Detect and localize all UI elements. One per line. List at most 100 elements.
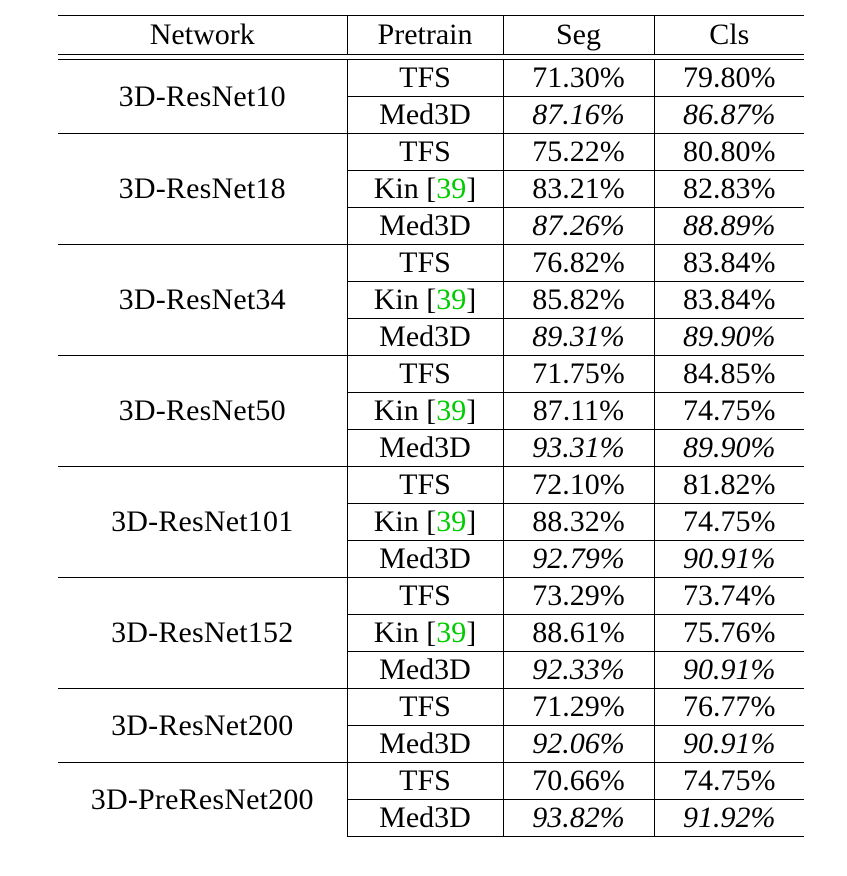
pretrain-cell: Kin [39] bbox=[346, 503, 503, 541]
pretrain-label: Med3D bbox=[379, 320, 471, 353]
pretrain-label: Med3D bbox=[379, 542, 471, 575]
pretrain-cell: Med3D bbox=[346, 96, 503, 134]
pretrain-cell: Med3D bbox=[346, 429, 503, 467]
pretrain-label: TFS bbox=[399, 135, 451, 168]
cls-value: 73.74% bbox=[653, 577, 804, 615]
pretrain-label: Med3D bbox=[379, 653, 471, 686]
pretrain-cell: TFS bbox=[346, 466, 503, 504]
cls-value: 90.91% bbox=[653, 540, 804, 578]
pretrain-cell: TFS bbox=[346, 577, 503, 615]
table-row: 3D-ResNet34 TFS 76.82% 83.84% bbox=[58, 244, 804, 356]
citation-link[interactable]: 39 bbox=[436, 394, 467, 427]
seg-value: 89.31% bbox=[502, 318, 654, 356]
cls-value: 86.87% bbox=[653, 96, 804, 134]
pretrain-label: TFS bbox=[399, 690, 451, 723]
citation-bracket: ] bbox=[466, 616, 477, 649]
network-name: 3D-ResNet18 bbox=[58, 133, 347, 245]
cls-value: 83.84% bbox=[653, 281, 804, 319]
pretrain-label: Med3D bbox=[379, 727, 471, 760]
cls-value: 83.84% bbox=[653, 244, 804, 282]
pretrain-cell: TFS bbox=[346, 688, 503, 726]
cls-value: 74.75% bbox=[653, 503, 804, 541]
citation-bracket: ] bbox=[466, 394, 477, 427]
table-header: Network Pretrain Seg Cls bbox=[58, 15, 804, 55]
citation-link[interactable]: 39 bbox=[436, 172, 467, 205]
network-group: 3D-ResNet200 TFS 71.29% 76.77% Med3D 92.06% 90… bbox=[58, 688, 804, 763]
seg-value: 72.10% bbox=[502, 466, 654, 504]
pretrain-cell: Kin [39] bbox=[346, 614, 503, 652]
network-group: 3D-ResNet34 TFS 76.82% 83.84% Kin [39] 85.82%… bbox=[58, 244, 804, 356]
seg-value: 85.82% bbox=[502, 281, 654, 319]
seg-value: 88.32% bbox=[502, 503, 654, 541]
pretrain-cell: Kin [39] bbox=[346, 392, 503, 430]
network-group: 3D-ResNet101 TFS 72.10% 81.82% Kin [39] 88.32… bbox=[58, 466, 804, 578]
header-pretrain: Pretrain bbox=[346, 15, 503, 55]
pretrain-cell: TFS bbox=[346, 59, 503, 97]
pretrain-label: TFS bbox=[399, 468, 451, 501]
seg-value: 93.31% bbox=[502, 429, 654, 467]
table-row: Med3D 92.79% 90.91% bbox=[58, 540, 804, 578]
seg-value: 71.30% bbox=[502, 59, 654, 97]
cls-value: 79.80% bbox=[653, 59, 804, 97]
cls-value: 75.76% bbox=[653, 614, 804, 652]
table-row: Med3D 87.26% 88.89% bbox=[58, 207, 804, 245]
citation-bracket: ] bbox=[466, 283, 477, 316]
network-name: 3D-ResNet50 bbox=[58, 355, 347, 467]
pretrain-label: TFS bbox=[399, 579, 451, 612]
citation-link[interactable]: 39 bbox=[436, 505, 467, 538]
header-seg: Seg bbox=[502, 15, 654, 55]
cls-value: 81.82% bbox=[653, 466, 804, 504]
pretrain-cell: Med3D bbox=[346, 725, 503, 763]
cls-value: 80.80% bbox=[653, 133, 804, 171]
table-row: 3D-PreResNet200 TFS 70.66% 74.75% bbox=[58, 762, 804, 837]
seg-value: 76.82% bbox=[502, 244, 654, 282]
pretrain-label: Kin [ bbox=[373, 505, 437, 538]
cls-value: 89.90% bbox=[653, 429, 804, 467]
table-row: Med3D 89.31% 89.90% bbox=[58, 318, 804, 356]
results-table-container: Network Pretrain Seg Cls 3D-ResNet10 TFS 7… bbox=[58, 15, 804, 837]
seg-value: 71.29% bbox=[502, 688, 654, 726]
table-row: 3D-ResNet200 TFS 71.29% 76.77% bbox=[58, 688, 804, 763]
cls-value: 74.75% bbox=[653, 392, 804, 430]
pretrain-cell: TFS bbox=[346, 244, 503, 282]
pretrain-cell: TFS bbox=[346, 762, 503, 800]
table-row: Med3D 93.82% 91.92% bbox=[58, 799, 804, 837]
pretrain-cell: Med3D bbox=[346, 651, 503, 689]
table-row: 3D-ResNet101 TFS 72.10% 81.82% bbox=[58, 466, 804, 578]
seg-value: 92.33% bbox=[502, 651, 654, 689]
seg-value: 75.22% bbox=[502, 133, 654, 171]
seg-value: 87.16% bbox=[502, 96, 654, 134]
pretrain-cell: Med3D bbox=[346, 799, 503, 837]
table-row: Med3D 93.31% 89.90% bbox=[58, 429, 804, 467]
seg-value: 88.61% bbox=[502, 614, 654, 652]
pretrain-label: Med3D bbox=[379, 209, 471, 242]
seg-value: 87.26% bbox=[502, 207, 654, 245]
cls-value: 84.85% bbox=[653, 355, 804, 393]
pretrain-cell: TFS bbox=[346, 133, 503, 171]
network-group: 3D-PreResNet200 TFS 70.66% 74.75% Med3D 93.82… bbox=[58, 762, 804, 837]
table-row: Kin [39] 87.11% 74.75% bbox=[58, 392, 804, 430]
table-row: 3D-ResNet18 TFS 75.22% 80.80% bbox=[58, 133, 804, 245]
seg-value: 73.29% bbox=[502, 577, 654, 615]
pretrain-label: Kin [ bbox=[373, 172, 437, 205]
pretrain-label: Med3D bbox=[379, 431, 471, 464]
network-name: 3D-ResNet200 bbox=[58, 688, 347, 763]
cls-value: 91.92% bbox=[653, 799, 804, 837]
cls-value: 76.77% bbox=[653, 688, 804, 726]
network-group: 3D-ResNet10 TFS 71.30% 79.80% Med3D 87.16% 86.… bbox=[58, 59, 804, 134]
network-group: 3D-ResNet152 TFS 73.29% 73.74% Kin [39] 88.61… bbox=[58, 577, 804, 689]
network-name: 3D-PreResNet200 bbox=[58, 762, 347, 837]
seg-value: 92.06% bbox=[502, 725, 654, 763]
citation-link[interactable]: 39 bbox=[436, 283, 467, 316]
cls-value: 90.91% bbox=[653, 651, 804, 689]
citation-link[interactable]: 39 bbox=[436, 616, 467, 649]
pretrain-label: Kin [ bbox=[373, 394, 437, 427]
table-row: Kin [39] 83.21% 82.83% bbox=[58, 170, 804, 208]
cls-value: 88.89% bbox=[653, 207, 804, 245]
citation-bracket: ] bbox=[466, 172, 477, 205]
header-cls: Cls bbox=[653, 15, 804, 55]
table-row: Kin [39] 85.82% 83.84% bbox=[58, 281, 804, 319]
seg-value: 87.11% bbox=[502, 392, 654, 430]
pretrain-cell: Med3D bbox=[346, 540, 503, 578]
header-network: Network bbox=[149, 18, 255, 51]
